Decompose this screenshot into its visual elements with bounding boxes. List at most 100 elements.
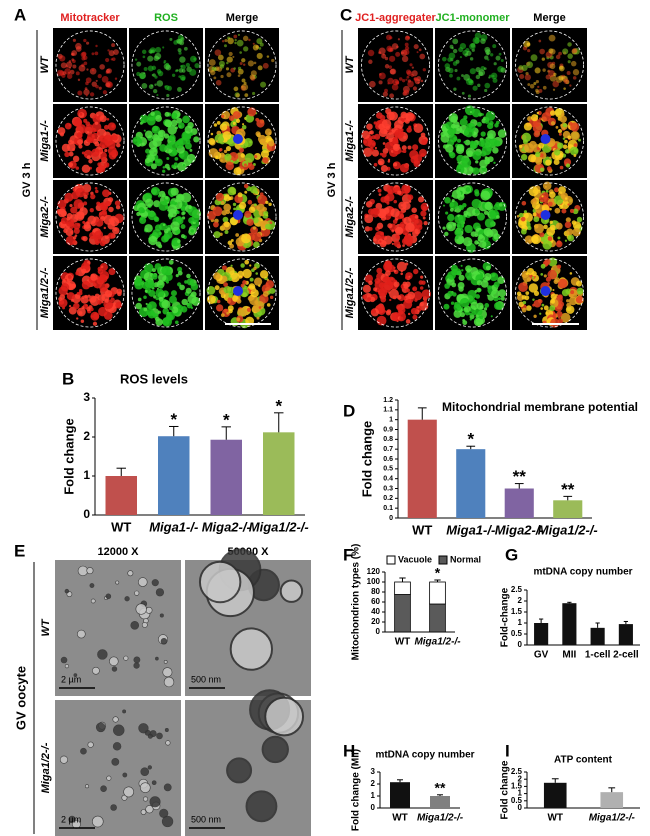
organelle — [157, 70, 164, 77]
organelle — [111, 758, 120, 766]
organelle — [387, 158, 391, 161]
organelle — [230, 239, 234, 242]
organelle — [264, 128, 272, 136]
organelle — [542, 68, 546, 72]
organelle — [383, 195, 390, 202]
organelle — [396, 81, 400, 85]
organelle — [534, 67, 541, 74]
organelle — [467, 289, 477, 300]
organelle — [82, 220, 86, 224]
organelle — [541, 57, 546, 61]
organelle — [65, 61, 73, 68]
organelle — [98, 306, 108, 317]
organelle — [476, 241, 480, 245]
organelle — [364, 214, 374, 224]
bar — [407, 419, 437, 518]
chart-title: mtDNA copy number — [375, 750, 474, 761]
organelle — [393, 269, 397, 273]
organelle — [522, 300, 527, 305]
organelle — [147, 55, 154, 62]
organelle — [412, 287, 415, 290]
organelle — [423, 221, 428, 226]
oocyte-outline — [438, 106, 507, 176]
organelle — [545, 74, 551, 80]
organelle — [190, 291, 197, 298]
organelle — [176, 117, 183, 124]
organelle — [463, 127, 474, 138]
organelle — [230, 159, 234, 163]
organelle — [405, 288, 411, 293]
organelle — [95, 79, 98, 82]
organelle — [96, 131, 100, 135]
bar — [456, 449, 486, 518]
organelle — [212, 206, 223, 217]
organelle — [233, 67, 236, 70]
bar — [105, 476, 137, 515]
column-header: ROS — [154, 12, 178, 24]
organelle — [480, 38, 486, 44]
organelle — [524, 74, 531, 81]
organelle — [526, 277, 532, 282]
organelle — [389, 289, 399, 299]
organelle — [216, 121, 221, 125]
y-axis-label: Mitochondrion types (%) — [351, 544, 362, 661]
organelle — [394, 120, 404, 130]
organelle — [409, 63, 413, 67]
organelle — [500, 296, 505, 301]
organelle — [533, 82, 537, 86]
organelle — [553, 159, 560, 166]
organelle — [549, 207, 552, 211]
organelle — [401, 55, 409, 63]
organelle — [221, 39, 225, 43]
organelle — [91, 52, 95, 56]
organelle — [194, 225, 197, 228]
organelle — [97, 266, 102, 272]
organelle — [494, 302, 502, 310]
organelle — [232, 121, 236, 125]
organelle — [373, 287, 378, 292]
organelle — [453, 87, 457, 91]
organelle — [247, 199, 253, 205]
organelle — [213, 123, 218, 127]
organelle — [180, 224, 186, 230]
nucleus — [233, 210, 243, 220]
column-header: Merge — [533, 12, 565, 24]
organelle — [539, 153, 544, 158]
organelle — [403, 216, 412, 225]
organelle — [387, 47, 393, 53]
organelle — [227, 186, 237, 196]
organelle — [133, 662, 140, 669]
organelle — [242, 268, 252, 279]
organelle — [407, 312, 411, 316]
organelle — [531, 271, 537, 277]
organelle — [518, 301, 525, 308]
organelle — [91, 815, 104, 828]
organelle — [113, 227, 117, 231]
organelle — [444, 63, 451, 69]
organelle — [83, 38, 87, 43]
organelle — [368, 59, 373, 64]
organelle — [114, 200, 121, 206]
organelle — [411, 70, 418, 77]
organelle — [72, 59, 76, 64]
oocyte-outline — [515, 182, 584, 252]
organelle — [143, 129, 146, 132]
organelle — [530, 54, 538, 62]
organelle — [167, 204, 178, 214]
organelle — [406, 127, 412, 133]
organelle — [483, 227, 492, 237]
organelle — [144, 279, 155, 289]
organelle — [364, 226, 371, 232]
organelle — [419, 148, 427, 157]
organelle — [395, 226, 404, 236]
organelle — [564, 221, 572, 229]
organelle — [459, 205, 465, 211]
x-tick-label: Miga2-/- — [495, 522, 544, 537]
organelle — [548, 34, 556, 42]
condition-label: GV 3 h — [326, 162, 338, 197]
organelle — [380, 165, 388, 173]
organelle — [149, 147, 158, 157]
panel-label: H — [343, 741, 355, 760]
significance: ** — [435, 780, 446, 796]
organelle — [378, 80, 383, 85]
